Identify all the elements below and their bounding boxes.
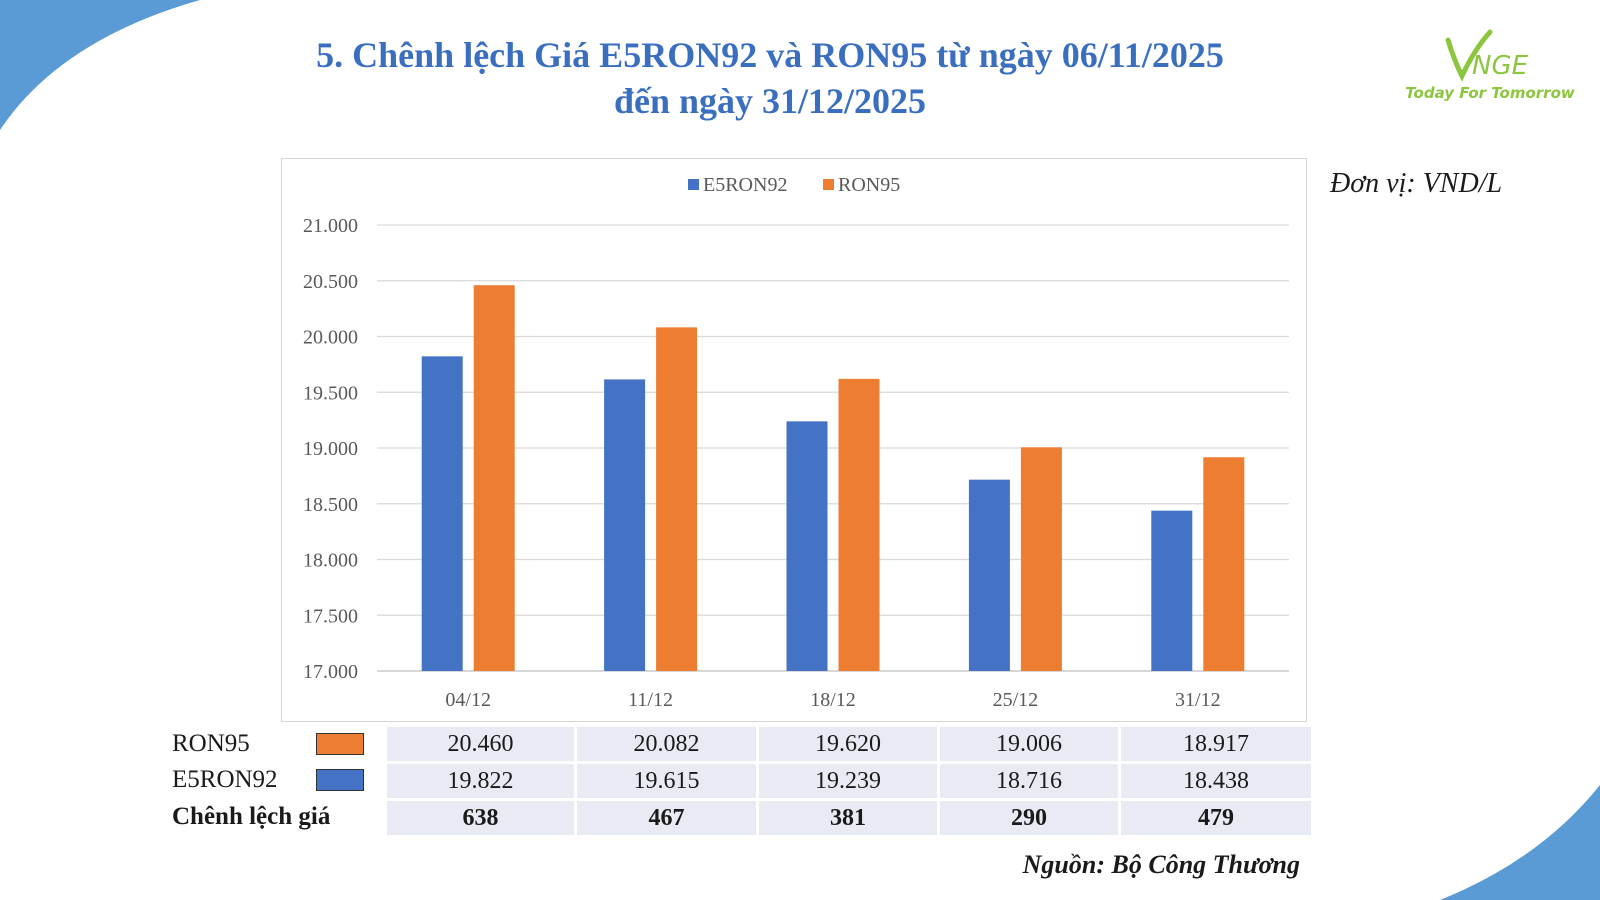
table-cell: 19.822 (384, 761, 574, 798)
y-tick-label: 19.500 (303, 382, 358, 404)
bar-e5ron92-0 (421, 356, 463, 671)
x-tick-label: 18/12 (810, 689, 856, 711)
table-cell: 18.438 (1118, 761, 1311, 798)
bar-chart-frame: 17.000 17.500 18.000 18.500 19.000 19.500 20.0… (281, 158, 1307, 722)
bar-e5ron92-4 (1151, 510, 1193, 671)
source-note: Nguồn: Bộ Công Thương (1022, 850, 1300, 879)
ron95-color-swatch (316, 733, 364, 755)
y-tick-label: 18.500 (303, 494, 358, 516)
table-row-ron95: RON95 20.460 20.082 19.620 19.006 18.917 (172, 727, 1311, 761)
bar-e5ron92-2 (786, 421, 828, 671)
table-cell: 20.082 (574, 727, 756, 761)
logo-check-mark (1445, 29, 1493, 82)
page-title-line1: 5. Chênh lệch Giá E5RON92 và RON95 từ ng… (316, 35, 1224, 75)
bar-ron95-4 (1203, 457, 1245, 671)
table-cell: 381 (756, 798, 937, 835)
bar-ron95-2 (838, 378, 880, 671)
y-tick-label: 17.500 (303, 605, 358, 627)
x-tick-label: 25/12 (993, 689, 1039, 711)
x-tick-label: 04/12 (445, 689, 491, 711)
table-cell: 19.620 (756, 727, 937, 761)
table-cell: 290 (937, 798, 1118, 835)
table-cell: 479 (1118, 798, 1311, 835)
e5ron92-color-swatch (316, 768, 364, 791)
table-row-e5ron92: E5RON92 19.822 19.615 19.239 18.716 18.4… (172, 761, 1311, 798)
x-tick-label: 31/12 (1175, 689, 1221, 711)
legend-swatch-ron95 (823, 179, 834, 190)
legend-label-e5ron92: E5RON92 (703, 174, 787, 196)
table-cell: 18.917 (1118, 727, 1311, 761)
table-row-price-difference: Chênh lệch giá 638 467 381 290 479 (172, 798, 1311, 835)
table-cell: 19.239 (756, 761, 937, 798)
logo-tagline: Today For Tomorrow (1405, 84, 1575, 102)
bar-e5ron92-1 (604, 379, 646, 671)
y-tick-label: 19.000 (303, 438, 358, 460)
table-cell: 19.006 (937, 727, 1118, 761)
page-title: 5. Chênh lệch Giá E5RON92 và RON95 từ ng… (200, 32, 1340, 124)
unit-label: Đơn vị: VND/L (1330, 168, 1503, 199)
table-cell: 467 (574, 798, 756, 835)
swatch-cell-ron95 (312, 727, 384, 761)
y-tick-label: 18.000 (303, 550, 358, 572)
x-tick-label: 11/12 (628, 689, 673, 711)
top-left-wave-shape (0, 0, 200, 130)
table-cell: 19.615 (574, 761, 756, 798)
bar-e5ron92-3 (968, 479, 1010, 671)
y-tick-label: 17.000 (303, 661, 358, 683)
row-label-ron95: RON95 (172, 730, 250, 757)
table-cell: 18.716 (937, 761, 1118, 798)
legend-label-ron95: RON95 (838, 174, 900, 196)
logo-brand-text: NGE (1472, 51, 1529, 81)
y-tick-label: 21.000 (303, 215, 358, 237)
bar-ron95-3 (1020, 447, 1062, 671)
page-title-line2: đến ngày 31/12/2025 (613, 81, 927, 121)
row-label-price-difference: Chênh lệch giá (172, 802, 331, 830)
bar-ron95-1 (656, 327, 698, 671)
swatch-cell-e5ron92 (312, 761, 384, 798)
price-data-table: RON95 20.460 20.082 19.620 19.006 18.917… (172, 727, 1311, 835)
y-tick-label: 20.000 (303, 327, 358, 349)
bottom-right-wave-shape (1440, 785, 1600, 900)
legend-swatch-e5ron92 (688, 179, 699, 190)
table-cell: 638 (384, 798, 574, 835)
row-label-e5ron92: E5RON92 (172, 765, 278, 793)
y-tick-label: 20.500 (303, 271, 358, 293)
table-cell: 20.460 (384, 727, 574, 761)
bar-chart: 17.000 17.500 18.000 18.500 19.000 19.500 20.0… (303, 174, 1289, 711)
bar-ron95-0 (473, 285, 515, 671)
vnge-logo: NGE Today For Tomorrow (1405, 29, 1575, 102)
